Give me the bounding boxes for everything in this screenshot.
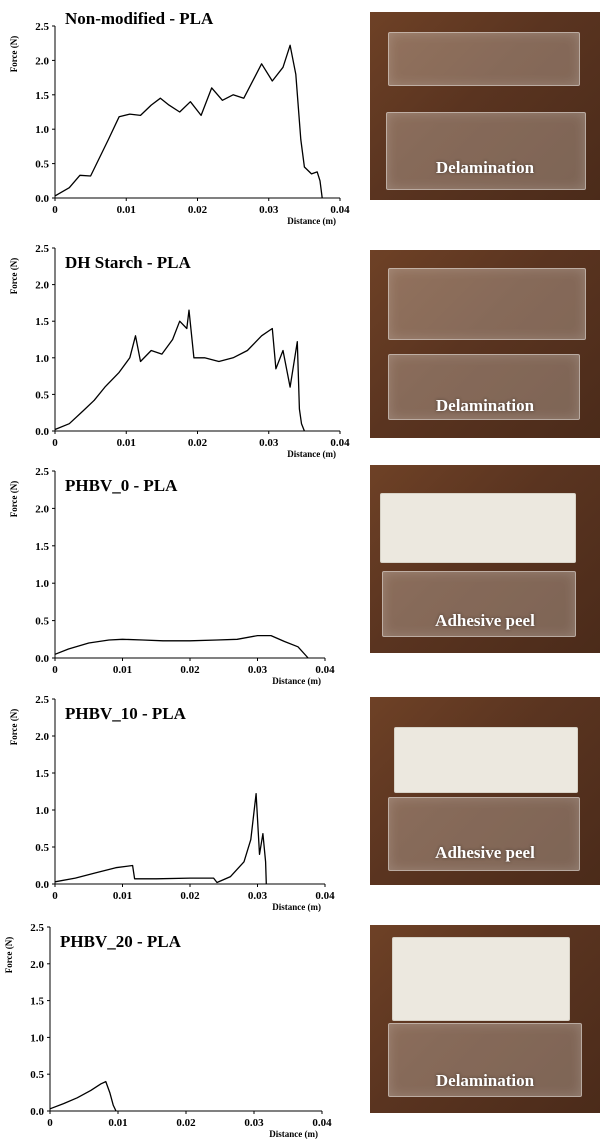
y-tick-label: 2.5 — [35, 694, 49, 706]
x-tick-label: 0.02 — [188, 204, 208, 216]
y-tick-label: 1.0 — [35, 578, 49, 590]
photo-caption: Delamination — [435, 1071, 535, 1090]
chart-title: Non-modified - PLA — [65, 9, 214, 28]
x-tick-label: 0.03 — [259, 437, 279, 449]
y-tick-label: 0.0 — [35, 879, 49, 891]
chart-title: PHBV_20 - PLA — [60, 932, 182, 951]
x-axis-label: Distance (m) — [287, 449, 336, 459]
x-axis-label: Distance (m) — [287, 216, 336, 226]
y-tick-label: 0.5 — [35, 389, 49, 401]
y-tick-label: 1.0 — [35, 124, 49, 136]
x-tick-label: 0.04 — [315, 664, 335, 676]
x-tick-label: 0.02 — [176, 1117, 196, 1129]
x-tick-label: 0.04 — [330, 204, 350, 216]
y-tick-label: 1.5 — [30, 996, 44, 1008]
y-tick-label: 0.5 — [35, 616, 49, 628]
x-axis-label: Distance (m) — [269, 1129, 318, 1139]
photo-caption: Adhesive peel — [435, 843, 535, 862]
y-tick-label: 0.0 — [35, 653, 49, 665]
series-line — [54, 634, 309, 659]
x-tick-label: 0.02 — [188, 437, 208, 449]
series-line — [54, 309, 306, 432]
y-tick-label: 1.0 — [35, 805, 49, 817]
x-tick-label: 0.01 — [113, 664, 132, 676]
specimen-photo-phbv-0: Adhesive peel — [370, 465, 600, 653]
y-tick-label: 2.0 — [35, 503, 49, 515]
y-tick-label: 1.0 — [30, 1032, 44, 1044]
y-tick-label: 2.5 — [35, 466, 49, 478]
x-tick-label: 0.01 — [117, 204, 136, 216]
y-tick-label: 1.0 — [35, 353, 49, 365]
chart-title: PHBV_10 - PLA — [65, 704, 187, 723]
y-axis-label: Force (N) — [9, 36, 19, 73]
specimen-photo-phbv-10: Adhesive peel — [370, 697, 600, 885]
y-tick-label: 1.5 — [35, 90, 49, 102]
x-tick-label: 0 — [47, 1117, 53, 1129]
series-line — [54, 793, 267, 885]
x-tick-label: 0.01 — [117, 437, 136, 449]
y-tick-label: 2.0 — [35, 55, 49, 67]
x-tick-label: 0.04 — [312, 1117, 332, 1129]
y-tick-label: 2.0 — [30, 959, 44, 971]
y-tick-label: 0.0 — [30, 1106, 44, 1118]
x-tick-label: 0.02 — [180, 664, 200, 676]
y-axis-label: Force (N) — [4, 937, 14, 974]
y-tick-label: 0.5 — [35, 842, 49, 854]
specimen-photo-non-modified: Delamination — [370, 12, 600, 200]
y-tick-label: 1.5 — [35, 541, 49, 553]
x-axis-label: Distance (m) — [272, 676, 321, 686]
x-tick-label: 0.03 — [259, 204, 279, 216]
x-tick-label: 0.04 — [330, 437, 350, 449]
x-tick-label: 0 — [52, 664, 58, 676]
x-tick-label: 0.01 — [113, 890, 132, 902]
x-tick-label: 0.02 — [180, 890, 200, 902]
y-tick-label: 1.5 — [35, 768, 49, 780]
specimen-photo-phbv-20: Delamination — [370, 925, 600, 1113]
x-tick-label: 0 — [52, 204, 58, 216]
chart-title: PHBV_0 - PLA — [65, 476, 178, 495]
y-tick-label: 2.0 — [35, 731, 49, 743]
x-tick-label: 0 — [52, 437, 58, 449]
x-tick-label: 0.03 — [248, 890, 268, 902]
photo-caption: Delamination — [435, 396, 535, 415]
x-tick-label: 0.04 — [315, 890, 335, 902]
y-tick-label: 0.0 — [35, 426, 49, 438]
series-line — [54, 44, 323, 199]
y-tick-label: 1.5 — [35, 316, 49, 328]
series-line — [49, 1080, 117, 1112]
photo-caption: Delamination — [435, 158, 535, 177]
y-axis-label: Force (N) — [9, 258, 19, 295]
y-tick-label: 2.5 — [35, 243, 49, 255]
x-tick-label: 0 — [52, 890, 58, 902]
x-tick-label: 0.01 — [108, 1117, 127, 1129]
photo-caption: Adhesive peel — [435, 611, 535, 630]
x-axis-label: Distance (m) — [272, 902, 321, 912]
y-tick-label: 0.5 — [30, 1069, 44, 1081]
x-tick-label: 0.03 — [244, 1117, 264, 1129]
x-tick-label: 0.03 — [248, 664, 268, 676]
y-tick-label: 2.5 — [30, 922, 44, 934]
y-tick-label: 2.0 — [35, 280, 49, 292]
y-tick-label: 2.5 — [35, 21, 49, 33]
y-axis-label: Force (N) — [9, 709, 19, 746]
y-tick-label: 0.5 — [35, 159, 49, 171]
chart-title: DH Starch - PLA — [65, 253, 191, 272]
y-axis-label: Force (N) — [9, 481, 19, 518]
y-tick-label: 0.0 — [35, 193, 49, 205]
specimen-photo-dh-starch: Delamination — [370, 250, 600, 438]
